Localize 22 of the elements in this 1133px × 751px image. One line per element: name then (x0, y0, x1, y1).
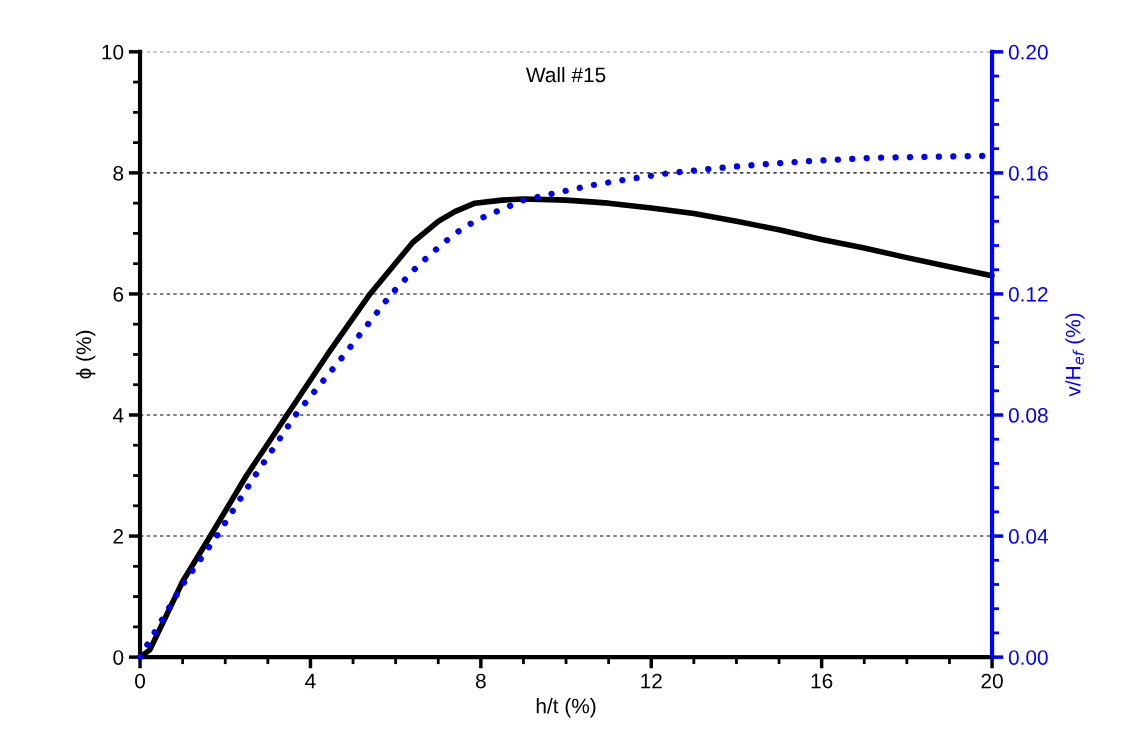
y-tick-label: 8 (113, 165, 124, 181)
x-tick-label: 4 (305, 673, 316, 689)
x-tick-label: 0 (135, 673, 146, 689)
y2-tick-label: 0.20 (1008, 44, 1048, 60)
x-tick-label: 12 (641, 673, 662, 689)
x-axis-title: h/t (%) (536, 698, 596, 718)
y-tick-label: 10 (102, 44, 124, 60)
x-tick-label: 20 (981, 673, 1003, 689)
y2-tick-label: 0.08 (1008, 408, 1048, 423)
y-tick-label: 0 (113, 650, 124, 665)
y-tick-label: 4 (112, 408, 124, 423)
y2-axis-title: v/H$_{ef}$ (%) (1065, 313, 1085, 397)
y2-tick-label: 0.04 (1008, 529, 1048, 544)
x-tick-label: 8 (475, 673, 486, 689)
x-tick-label: 16 (811, 673, 833, 689)
y2-tick-label: 0.00 (1008, 650, 1048, 665)
text: Wall #15 (526, 66, 606, 83)
y-tick-label: 2 (113, 529, 124, 544)
y-axis-title: ϕ (%) (75, 330, 96, 379)
y2-tick-label: 0.16 (1008, 165, 1048, 181)
y2-tick-label: 0.12 (1008, 286, 1048, 302)
y-tick-label: 6 (113, 286, 124, 302)
